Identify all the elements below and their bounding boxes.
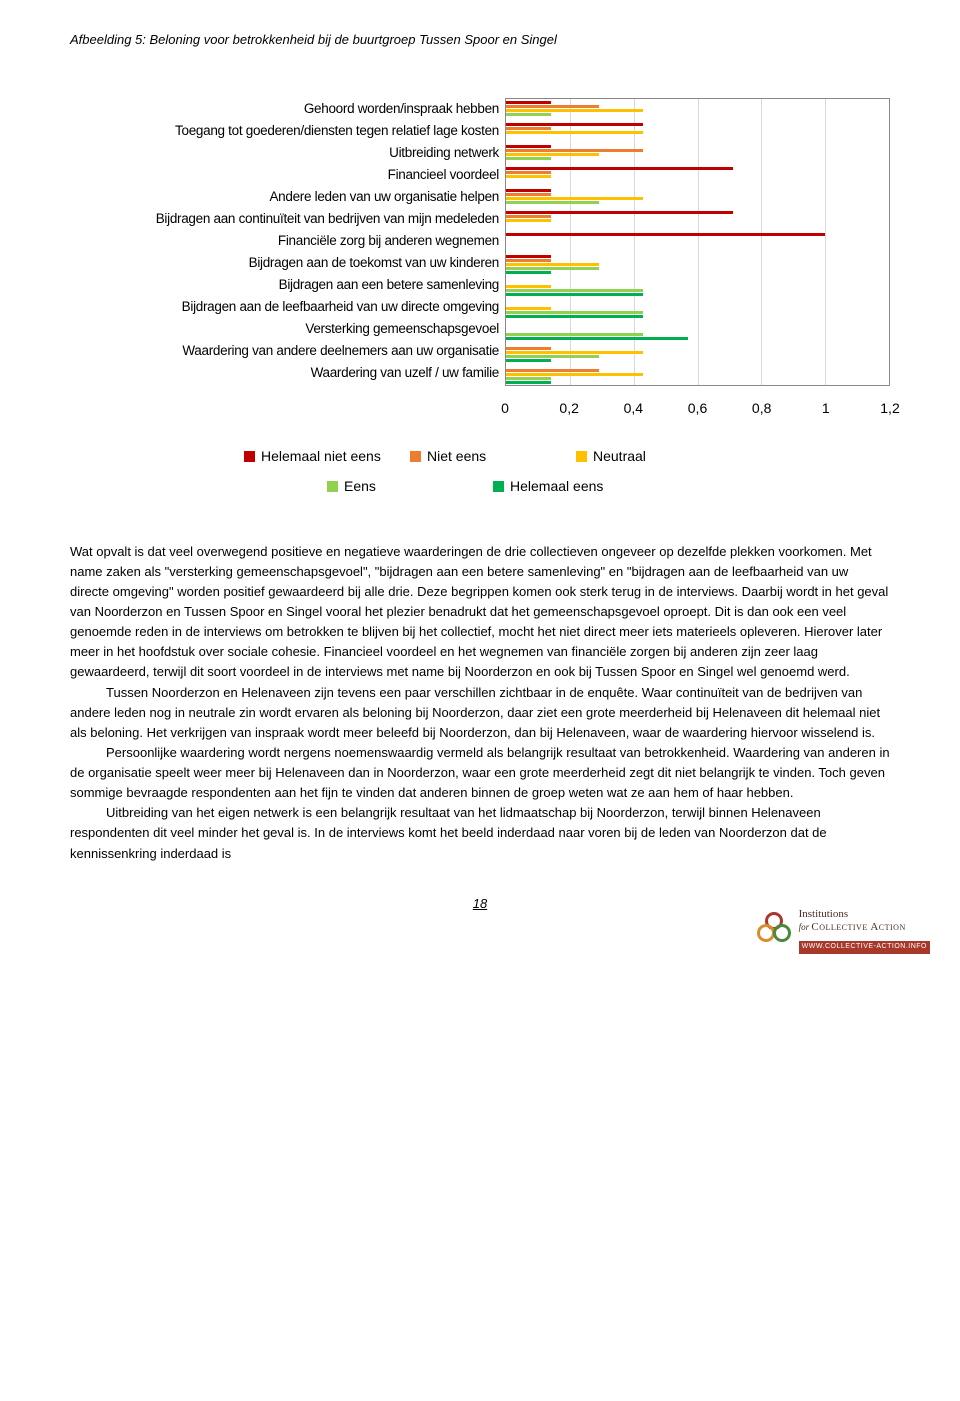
x-axis-tick: 0,8 — [752, 398, 771, 420]
x-axis-tick: 0 — [501, 398, 509, 420]
bar-segment — [506, 105, 599, 108]
paragraph-1: Wat opvalt is dat veel overwegend positi… — [70, 542, 890, 683]
bar-segment — [506, 219, 551, 222]
bar-segment — [506, 285, 551, 288]
chart-category-label: Andere leden van uw organisatie helpen — [70, 186, 505, 208]
legend-label: Helemaal niet eens — [261, 446, 381, 468]
bar-segment — [506, 145, 551, 148]
bar-segment — [506, 311, 643, 314]
chart-category-label: Gehoord worden/inspraak hebben — [70, 98, 505, 120]
chart-category-label: Bijdragen aan de toekomst van uw kindere… — [70, 252, 505, 274]
bar-segment — [506, 355, 599, 358]
legend-item: Eens — [327, 476, 467, 498]
bar-segment — [506, 233, 825, 236]
legend-label: Neutraal — [593, 446, 646, 468]
bar-segment — [506, 359, 551, 362]
bar-segment — [506, 315, 643, 318]
chart-category-label: Versterking gemeenschapsgevoel — [70, 318, 505, 340]
bar-segment — [506, 211, 733, 214]
bar-segment — [506, 175, 551, 178]
chart-category-label: Waardering van andere deelnemers aan uw … — [70, 340, 505, 362]
bar-segment — [506, 215, 551, 218]
bar-segment — [506, 381, 551, 384]
legend-swatch-icon — [327, 481, 338, 492]
chart-category-label: Waardering van uzelf / uw familie — [70, 362, 505, 384]
x-axis-tick: 0,2 — [559, 398, 578, 420]
legend-swatch-icon — [576, 451, 587, 462]
bar-segment — [506, 101, 551, 104]
bar-segment — [506, 113, 551, 116]
chart-legend: Helemaal niet eens Niet eens Neutraal Eens H… — [220, 446, 740, 497]
bar-segment — [506, 149, 643, 152]
legend-item: Helemaal eens — [493, 476, 633, 498]
bar-segment — [506, 131, 643, 134]
legend-label: Eens — [344, 476, 376, 498]
bar-segment — [506, 333, 643, 336]
bar-segment — [506, 293, 643, 296]
bar-segment — [506, 373, 643, 376]
chart-category-label: Bijdragen aan een betere samenleving — [70, 274, 505, 296]
bar-segment — [506, 351, 643, 354]
logo-mark-icon — [757, 912, 791, 950]
legend-swatch-icon — [410, 451, 421, 462]
bar-segment — [506, 123, 643, 126]
legend-swatch-icon — [493, 481, 504, 492]
bar-segment — [506, 307, 551, 310]
bar-segment — [506, 189, 551, 192]
x-axis-tick: 1 — [822, 398, 830, 420]
chart-category-label: Bijdragen aan de leefbaarheid van uw dir… — [70, 296, 505, 318]
bar-segment — [506, 171, 551, 174]
paragraph-4: Uitbreiding van het eigen netwerk is een… — [70, 803, 890, 863]
bar-segment — [506, 153, 599, 156]
chart-category-label: Toegang tot goederen/diensten tegen rela… — [70, 120, 505, 142]
legend-item: Neutraal — [576, 446, 716, 468]
bar-segment — [506, 127, 551, 130]
bar-segment — [506, 193, 551, 196]
bar-segment — [506, 377, 551, 380]
x-axis-tick: 0,4 — [624, 398, 643, 420]
x-axis-tick: 1,2 — [880, 398, 899, 420]
chart-category-label: Uitbreiding netwerk — [70, 142, 505, 164]
chart-category-label: Financiële zorg bij anderen wegnemen — [70, 230, 505, 252]
bar-segment — [506, 271, 551, 274]
chart: Gehoord worden/inspraak hebbenToegang to… — [70, 98, 890, 386]
bar-segment — [506, 109, 643, 112]
bar-segment — [506, 347, 551, 350]
legend-swatch-icon — [244, 451, 255, 462]
chart-plot-area — [505, 98, 890, 386]
chart-category-label: Bijdragen aan continuïteit van bedrijven… — [70, 208, 505, 230]
chart-category-labels: Gehoord worden/inspraak hebbenToegang to… — [70, 98, 505, 384]
bar-segment — [506, 337, 688, 340]
bar-segment — [506, 267, 599, 270]
bar-segment — [506, 157, 551, 160]
bar-segment — [506, 197, 643, 200]
bar-segment — [506, 263, 599, 266]
chart-category-label: Financieel voordeel — [70, 164, 505, 186]
bar-segment — [506, 201, 599, 204]
paragraph-2: Tussen Noorderzon en Helenaveen zijn tev… — [70, 683, 890, 743]
paragraph-3: Persoonlijke waardering wordt nergens no… — [70, 743, 890, 803]
bar-segment — [506, 289, 643, 292]
x-axis-tick: 0,6 — [688, 398, 707, 420]
logo-url: WWW.COLLECTIVE-ACTION.INFO — [799, 941, 930, 954]
logo-text: Institutions for Collective Action — [799, 908, 930, 933]
legend-item: Niet eens — [410, 446, 550, 468]
bar-segment — [506, 255, 551, 258]
body-text: Wat opvalt is dat veel overwegend positi… — [70, 542, 890, 864]
legend-item: Helemaal niet eens — [244, 446, 384, 468]
chart-x-axis: 00,20,40,60,811,2 — [70, 396, 890, 416]
legend-label: Niet eens — [427, 446, 486, 468]
footer-logo: Institutions for Collective Action WWW.C… — [70, 894, 890, 954]
legend-label: Helemaal eens — [510, 476, 603, 498]
bar-segment — [506, 259, 551, 262]
bar-segment — [506, 369, 599, 372]
figure-title: Afbeelding 5: Beloning voor betrokkenhei… — [70, 30, 890, 50]
bar-segment — [506, 167, 733, 170]
